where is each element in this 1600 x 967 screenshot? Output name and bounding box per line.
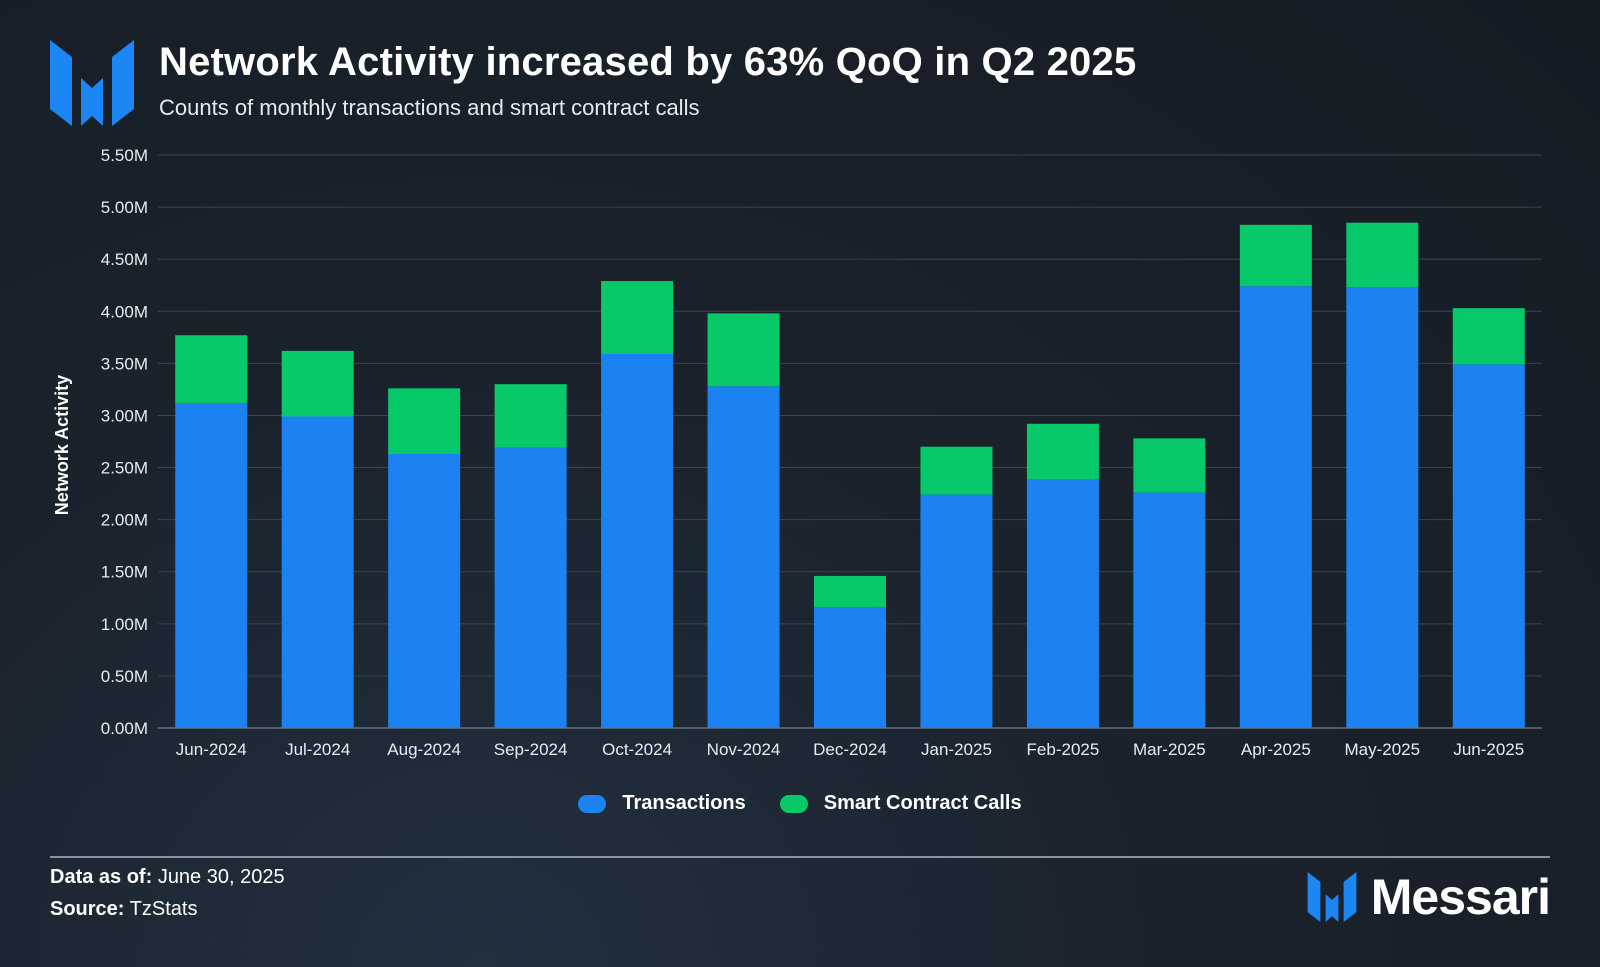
bar-smart-contract-calls: [388, 388, 461, 455]
legend-swatch-transactions: [578, 794, 607, 813]
y-tick-label: 3.00M: [101, 406, 148, 425]
y-tick-label: 5.50M: [101, 146, 148, 165]
y-tick-label: 2.00M: [101, 511, 148, 530]
data-as-of-value: June 30, 2025: [157, 866, 285, 888]
y-tick-label: 1.50M: [101, 563, 148, 582]
x-tick-label: Nov-2024: [707, 740, 781, 759]
bar-smart-contract-calls: [1239, 224, 1312, 287]
x-tick-label: Jun-2025: [1453, 740, 1524, 759]
bars: [175, 222, 1525, 728]
bar-transactions: [1133, 492, 1206, 728]
bar-transactions: [1026, 479, 1099, 728]
legend-label-smart-contract-calls: Smart Contract Calls: [823, 792, 1022, 814]
bar-transactions: [920, 494, 993, 728]
x-tick-label: Oct-2024: [602, 740, 672, 759]
brand-name: Messari: [1370, 869, 1551, 925]
source-label: Source:: [50, 898, 125, 920]
bar-transactions: [175, 402, 248, 728]
bar-smart-contract-calls: [920, 446, 993, 495]
brand: Messari: [1307, 868, 1551, 926]
x-tick-label: Dec-2024: [813, 740, 887, 759]
bar-transactions: [707, 386, 780, 728]
bar-smart-contract-calls: [1133, 438, 1206, 493]
y-axis-label: Network Activity: [52, 375, 72, 515]
legend-swatch-smart-contract-calls: [779, 794, 808, 813]
x-tick-label: Jul-2024: [285, 740, 350, 759]
bar-smart-contract-calls: [1452, 308, 1525, 365]
bar-smart-contract-calls: [1026, 423, 1099, 480]
legend: Transactions Smart Contract Calls: [0, 792, 1600, 815]
bar-transactions: [281, 416, 354, 728]
bar-smart-contract-calls: [1346, 222, 1419, 288]
bar-smart-contract-calls: [281, 350, 354, 417]
bar-transactions: [388, 454, 461, 728]
chart-subtitle: Counts of monthly transactions and smart…: [159, 95, 700, 120]
bar-smart-contract-calls: [814, 575, 886, 608]
x-tick-label: Jan-2025: [921, 740, 992, 759]
x-tick-label: Feb-2025: [1027, 740, 1100, 759]
legend-item-smart-contract-calls: Smart Contract Calls: [779, 792, 1022, 815]
bar-transactions: [1452, 364, 1525, 728]
source-value: TzStats: [129, 898, 198, 920]
y-axis-ticks: 0.00M 0.50M 1.00M 1.50M 2.00M 2.50M 3.00M 3.50M…: [101, 146, 148, 738]
bar-smart-contract-calls: [707, 313, 780, 387]
y-tick-label: 1.00M: [101, 615, 148, 634]
y-tick-label: 2.50M: [101, 459, 148, 478]
data-as-of-label: Data as of:: [50, 866, 153, 888]
x-tick-label: May-2025: [1345, 740, 1421, 759]
bar-smart-contract-calls: [175, 335, 248, 403]
bar-transactions: [601, 353, 674, 728]
bar-smart-contract-calls: [601, 281, 674, 354]
y-tick-label: 3.50M: [101, 354, 148, 373]
x-tick-label: Mar-2025: [1133, 740, 1206, 759]
data-as-of: Data as of: June 30, 2025: [50, 866, 285, 889]
x-tick-label: Aug-2024: [387, 740, 461, 759]
bar-transactions: [494, 447, 567, 728]
y-tick-label: 0.50M: [101, 667, 148, 686]
bar-transactions: [814, 607, 886, 728]
bar-transactions: [1239, 286, 1312, 728]
x-axis-ticks: Jun-2024 Jul-2024 Aug-2024 Sep-2024 Oct-2024…: [176, 740, 1524, 759]
messari-logo-icon: [50, 40, 134, 126]
x-tick-label: Sep-2024: [494, 740, 568, 759]
legend-label-transactions: Transactions: [622, 792, 746, 814]
footer-divider: [50, 856, 1550, 858]
y-tick-label: 5.00M: [101, 198, 148, 217]
messari-logo-icon: [1307, 872, 1357, 922]
x-tick-label: Jun-2024: [176, 740, 247, 759]
legend-item-transactions: Transactions: [578, 792, 746, 815]
source: Source: TzStats: [50, 898, 197, 921]
bar-smart-contract-calls: [494, 384, 567, 448]
y-tick-label: 4.00M: [101, 302, 148, 321]
y-tick-label: 4.50M: [101, 250, 148, 269]
bar-transactions: [1346, 287, 1419, 728]
chart-title: Network Activity increased by 63% QoQ in…: [159, 40, 1137, 84]
y-tick-label: 0.00M: [101, 719, 148, 738]
x-tick-label: Apr-2025: [1241, 740, 1311, 759]
